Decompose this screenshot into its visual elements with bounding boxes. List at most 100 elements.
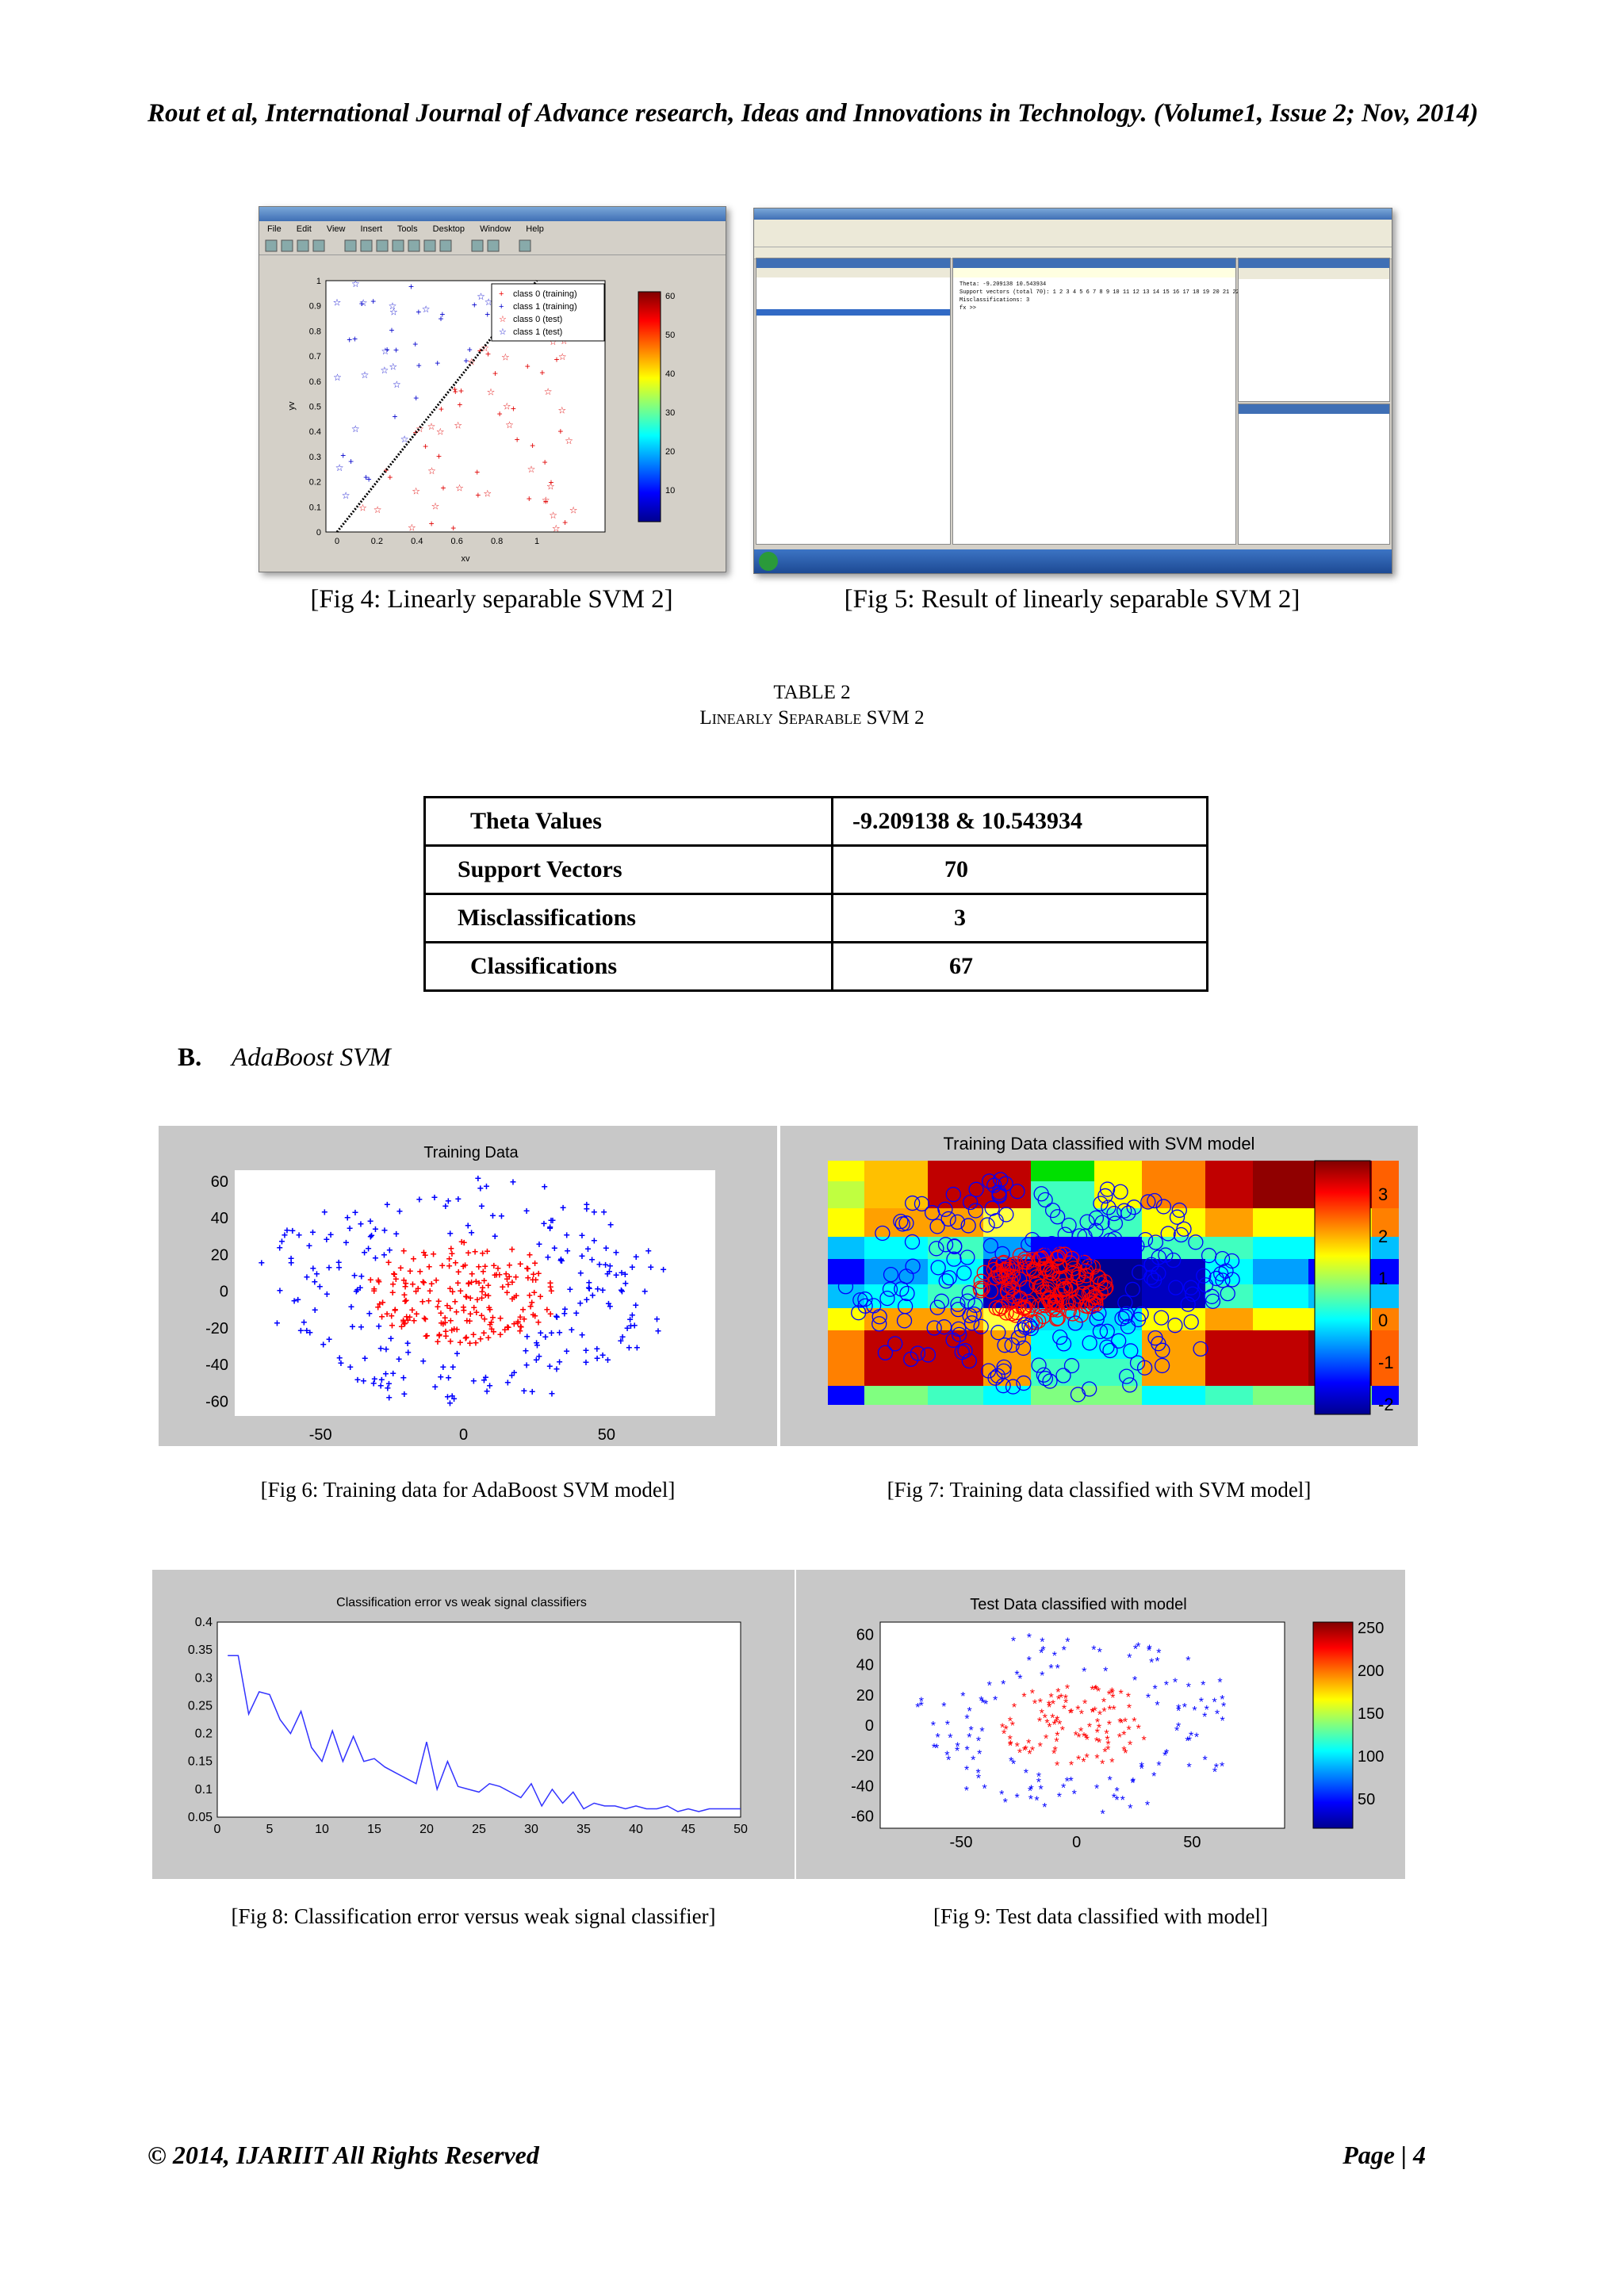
outer-class-point: * [1189, 1730, 1193, 1743]
inner-class-point: * [1109, 1756, 1114, 1770]
inner-class-point: + [547, 1276, 553, 1289]
legend-icon[interactable] [487, 239, 500, 252]
zoom-out-icon[interactable] [376, 239, 389, 252]
fig6-ytick-label: -20 [205, 1320, 228, 1337]
inner-class-point: + [438, 1316, 444, 1329]
table-row: Theta Values -9.209138 & 10.543934 [423, 796, 1208, 847]
inner-class-point: + [515, 1317, 521, 1330]
fig4-title-bar [259, 207, 726, 221]
inner-class-point: + [472, 1246, 478, 1258]
outer-class-point: * [980, 1697, 985, 1710]
menu-file[interactable]: File [267, 224, 282, 234]
heatmap-cell [1142, 1386, 1205, 1405]
outer-class-point: * [1114, 1794, 1119, 1808]
inner-class-point: + [458, 1235, 465, 1248]
inner-class-point: + [389, 1277, 396, 1290]
outer-class-marker [1082, 1246, 1097, 1262]
outer-class-point: + [465, 1219, 471, 1232]
fig7-colorbar-tick: -2 [1378, 1395, 1394, 1414]
menu-view[interactable]: View [326, 224, 346, 234]
outer-class-point: * [948, 1732, 952, 1745]
start-button-icon[interactable] [759, 552, 778, 571]
inner-class-marker [1065, 1265, 1082, 1281]
inner-class-marker [1051, 1249, 1067, 1265]
menu-insert[interactable]: Insert [360, 224, 383, 234]
command-history-panel[interactable] [1238, 404, 1390, 545]
command-window[interactable]: Theta: -9.209138 10.543934 Support vecto… [952, 258, 1239, 545]
inner-class-point: + [442, 1325, 449, 1337]
brush-icon[interactable] [439, 239, 452, 252]
inner-class-marker [1086, 1295, 1101, 1311]
outer-class-marker [973, 1318, 989, 1334]
outer-class-point: + [556, 1356, 562, 1368]
fig8-xtick-label: 15 [367, 1823, 381, 1836]
inner-class-marker [1051, 1257, 1067, 1274]
outer-class-point: + [542, 1330, 549, 1343]
outer-class-marker [1037, 1192, 1053, 1208]
outer-class-point: * [1187, 1762, 1192, 1775]
outer-class-marker [997, 1337, 1013, 1353]
heatmap-cell [1205, 1161, 1253, 1181]
menu-tools[interactable]: Tools [396, 224, 418, 234]
save-icon[interactable] [297, 239, 309, 252]
workspace-panel[interactable] [1238, 258, 1390, 402]
zoom-in-icon[interactable] [360, 239, 373, 252]
outer-class-point: + [523, 1204, 530, 1217]
outer-class-marker [914, 1196, 930, 1212]
inner-class-point: + [438, 1307, 444, 1319]
print-icon[interactable] [312, 239, 325, 252]
pan-icon[interactable] [392, 239, 404, 252]
outer-class-marker [1044, 1236, 1059, 1252]
heatmap-cell [1205, 1259, 1253, 1284]
outer-class-point: + [586, 1276, 592, 1288]
menu-desktop[interactable]: Desktop [432, 224, 465, 234]
outer-class-point: + [354, 1283, 361, 1295]
outer-class-point: + [622, 1268, 628, 1280]
inner-class-point: + [442, 1316, 448, 1329]
outer-class-marker [1116, 1203, 1132, 1219]
class0-point: + [515, 434, 520, 446]
new-file-icon[interactable] [265, 239, 278, 252]
inner-class-point: * [1076, 1732, 1081, 1745]
colorbar-icon[interactable] [471, 239, 484, 252]
heatmap-cell [1372, 1161, 1399, 1181]
inner-class-point: * [1000, 1721, 1005, 1735]
inner-class-point: + [430, 1247, 436, 1260]
cmd-line-prompt: fx >> [959, 305, 977, 312]
inner-class-marker [988, 1299, 1004, 1316]
outer-class-marker [1055, 1336, 1072, 1352]
class0-point: ☆ [431, 501, 440, 512]
outer-class-marker [871, 1316, 887, 1332]
outer-class-point: * [1009, 1755, 1013, 1769]
class0-point: ☆ [552, 523, 561, 534]
outer-class-point: + [347, 1360, 354, 1373]
inner-class-point: + [487, 1318, 493, 1330]
outer-class-point: + [534, 1336, 540, 1349]
outer-class-marker [991, 1188, 1007, 1204]
data-cursor-icon[interactable] [423, 239, 436, 252]
heatmap-cell [1253, 1386, 1308, 1405]
inner-class-point: + [547, 1280, 553, 1293]
inner-class-point: * [1030, 1745, 1035, 1758]
outer-class-point: + [295, 1293, 301, 1306]
pointer-icon[interactable] [344, 239, 357, 252]
outer-class-marker [1137, 1231, 1154, 1248]
outer-class-marker [1129, 1238, 1145, 1254]
menu-help[interactable]: Help [526, 224, 544, 234]
inner-class-point: * [1008, 1715, 1013, 1728]
current-folder-panel[interactable] [756, 258, 951, 545]
menu-window[interactable]: Window [480, 224, 511, 234]
class0-point: + [492, 368, 498, 379]
inner-class-point: + [407, 1311, 413, 1323]
outer-class-marker [957, 1342, 973, 1359]
outer-class-point: + [404, 1337, 411, 1349]
outer-class-point: + [579, 1249, 585, 1262]
heatmap-cell [864, 1386, 928, 1405]
open-folder-icon[interactable] [281, 239, 293, 252]
plot-tools-icon[interactable] [519, 239, 531, 252]
outer-class-point: + [313, 1268, 320, 1280]
outer-class-point: + [477, 1181, 484, 1194]
inner-class-marker [982, 1284, 999, 1299]
rotate-icon[interactable] [408, 239, 420, 252]
menu-edit[interactable]: Edit [296, 224, 312, 234]
